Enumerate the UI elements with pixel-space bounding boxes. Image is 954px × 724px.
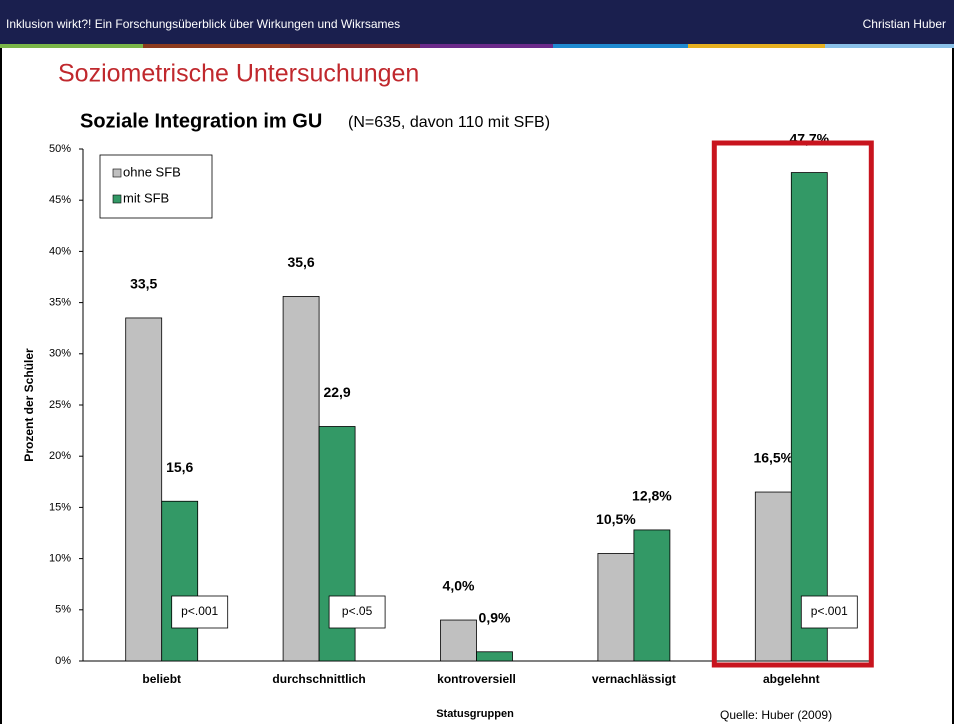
value-label: 0,9% <box>479 609 511 625</box>
value-label: 4,0% <box>443 578 475 594</box>
legend-label: ohne SFB <box>123 164 181 179</box>
bar <box>633 529 671 662</box>
header-bar <box>0 0 954 45</box>
color-strip <box>0 44 954 48</box>
x-tick-label: abgelehnt <box>763 672 820 686</box>
legend-swatch <box>112 194 122 204</box>
value-label: 33,5 <box>130 276 157 292</box>
y-tick-label: 0% <box>55 655 71 667</box>
bar <box>790 172 828 662</box>
annotation: p<.001 <box>811 604 848 618</box>
bar <box>282 296 320 662</box>
bar <box>161 500 199 662</box>
y-tick-label: 5% <box>55 604 71 616</box>
value-label: 35,6 <box>287 254 314 270</box>
source: Quelle: Huber (2009) <box>720 708 832 722</box>
x-tick-label: kontroversiell <box>437 672 516 686</box>
bar <box>476 651 513 662</box>
value-label: 16,5% <box>753 450 793 466</box>
annotation-box <box>171 595 229 629</box>
y-tick-label: 50% <box>49 143 71 155</box>
value-label: 12,8% <box>632 488 672 504</box>
legend-swatch <box>112 168 122 178</box>
annotation: p<.001 <box>181 604 218 618</box>
x-tick-label: vernachlässigt <box>592 672 676 686</box>
slide-title: Soziometrische Untersuchungen <box>58 60 419 88</box>
x-tick-label: beliebt <box>142 672 181 686</box>
y-tick-label: 45% <box>49 194 71 206</box>
x-axis-label: Statusgruppen <box>436 708 514 720</box>
y-tick-label: 10% <box>49 553 71 565</box>
value-label: 15,6 <box>166 459 193 475</box>
annotation: p<.05 <box>342 604 373 618</box>
y-tick-label: 20% <box>49 450 71 462</box>
value-label: 10,5% <box>596 511 636 527</box>
legend-box <box>99 154 213 219</box>
header-left: Inklusion wirkt?! Ein Forschungsüberblic… <box>6 17 400 31</box>
value-label: 22,9 <box>323 384 350 400</box>
y-tick-label: 15% <box>49 501 71 513</box>
x-tick-label: durchschnittlich <box>272 672 365 686</box>
highlight-box <box>711 140 874 668</box>
annotation-box <box>800 595 858 629</box>
y-tick-label: 35% <box>49 297 71 309</box>
y-tick-label: 30% <box>49 348 71 360</box>
bar <box>754 491 792 662</box>
legend-label: mit SFB <box>123 190 169 205</box>
annotation-box <box>328 595 386 629</box>
bar <box>597 553 635 662</box>
chart-subtitle: (N=635, davon 110 mit SFB) <box>348 114 550 131</box>
bar <box>125 317 163 662</box>
header-right: Christian Huber <box>863 17 946 31</box>
y-tick-label: 40% <box>49 245 71 257</box>
chart-title: Soziale Integration im GU <box>80 110 322 132</box>
y-tick-label: 25% <box>49 399 71 411</box>
bar <box>440 619 477 662</box>
y-axis-label: Prozent der Schüler <box>22 348 36 462</box>
